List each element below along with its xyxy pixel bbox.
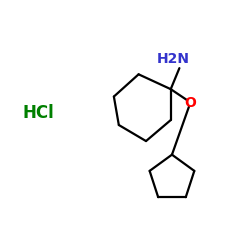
Text: O: O bbox=[184, 96, 196, 110]
Text: H2N: H2N bbox=[157, 52, 190, 66]
Text: HCl: HCl bbox=[22, 104, 54, 122]
